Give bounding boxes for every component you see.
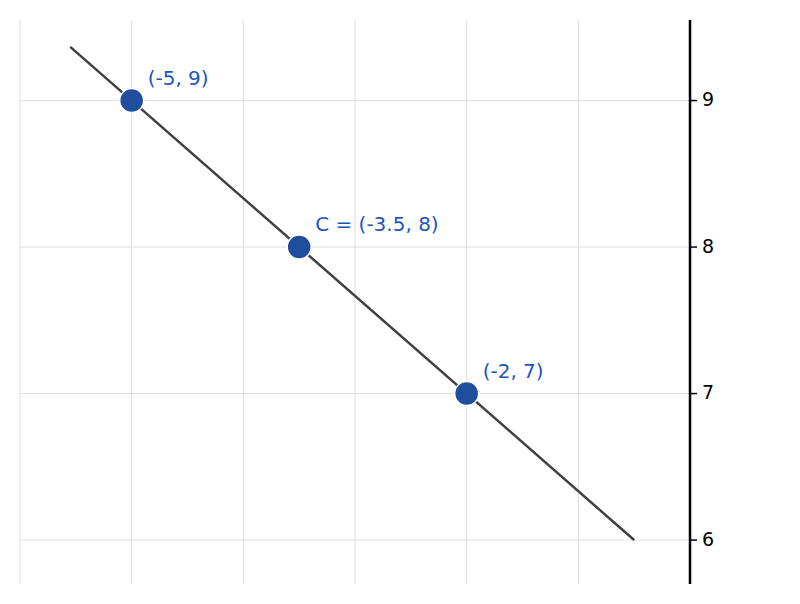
line	[70, 47, 634, 540]
annotation: (-5, 9)	[148, 66, 209, 90]
grid-line-x	[578, 20, 579, 584]
y-tick-label: 7	[702, 381, 714, 403]
annotation: (-2, 7)	[483, 359, 544, 383]
grid	[20, 20, 690, 584]
grid-line-x	[690, 20, 691, 584]
chart-container: 6 7 8 9 (-5, 9) C = (-3.5, 8) (-2, 7)	[0, 0, 800, 604]
point	[455, 382, 479, 406]
y-tick	[690, 100, 697, 102]
y-tick	[690, 393, 697, 395]
y-axis: 6 7 8 9	[690, 20, 714, 584]
grid-line-y	[20, 247, 690, 248]
grid-line-x	[243, 20, 244, 584]
plot-area	[70, 47, 634, 540]
point	[120, 89, 144, 113]
y-tick	[690, 246, 697, 248]
chart: 6 7 8 9 (-5, 9) C = (-3.5, 8) (-2, 7)	[0, 0, 800, 604]
y-tick	[690, 539, 697, 541]
point	[287, 235, 311, 259]
annotation: C = (-3.5, 8)	[315, 212, 439, 236]
y-tick-label: 9	[702, 88, 714, 110]
y-tick-label: 8	[702, 235, 714, 257]
y-axis-line	[689, 20, 692, 584]
grid-line-y	[20, 540, 690, 541]
annotations: (-5, 9) C = (-3.5, 8) (-2, 7)	[148, 66, 544, 383]
grid-line-y	[20, 393, 690, 394]
grid-line-x	[20, 20, 21, 584]
y-tick-label: 6	[702, 528, 714, 550]
grid-line-x	[466, 20, 467, 584]
grid-line-x	[355, 20, 356, 584]
